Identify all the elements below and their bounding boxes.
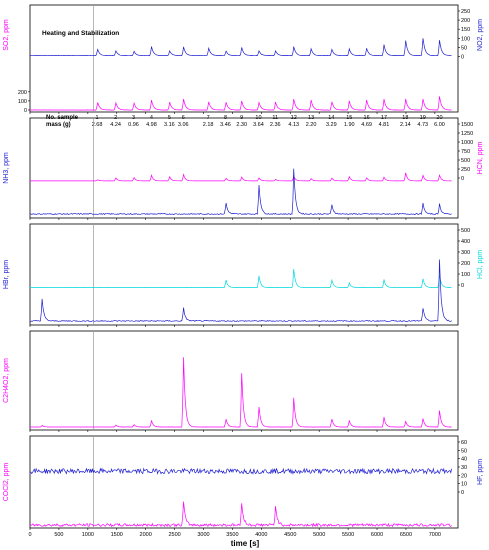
right-tick-label: 0 — [461, 283, 464, 289]
panel-c2h4o2: C2H4O2, ppm — [3, 330, 459, 432]
x-tick-label: 2000 — [140, 532, 152, 538]
left-series-line — [29, 501, 452, 528]
right-tick-label: 250 — [461, 167, 470, 173]
x-tick-label: 2500 — [168, 532, 180, 538]
panel-cocl2-hf: 0 500 1000 1500 2000 2500 3000 3500 4000 4500 5000… — [3, 435, 484, 538]
x-tick-label: 4500 — [284, 532, 296, 538]
sample-mass: 1.90 — [344, 122, 355, 128]
sample-mass: 6.00 — [434, 122, 445, 128]
left-tick-label: 100 — [18, 99, 27, 105]
right-tick-label: 100 — [461, 272, 470, 278]
right-tick-label: 1500 — [461, 122, 473, 128]
right-tick-label: 250 — [461, 9, 470, 15]
right-axis-label: HF, ppm — [477, 459, 484, 485]
right-tick-label: 150 — [461, 27, 470, 33]
plot-frame — [29, 117, 459, 219]
sample-mass: 4.13 — [288, 122, 299, 128]
panel-nh3-hcn: 0 250 500 750 1000 1250 1500 NH3, ppm HCN, ppm — [3, 117, 484, 220]
right-tick-label: 50 — [461, 45, 467, 51]
sample-mass: 2.30 — [236, 122, 247, 128]
right-tick-label: 500 — [461, 228, 470, 234]
sample-mass: 3.16 — [164, 122, 175, 128]
right-tick-label: 30 — [461, 465, 467, 471]
left-axis-label: NH3, ppm — [3, 152, 10, 184]
right-tick-label: 400 — [461, 239, 470, 245]
right-series-line — [29, 269, 452, 288]
right-axis-label: NO2, ppm — [477, 19, 484, 51]
x-tick-label: 7000 — [429, 532, 441, 538]
x-tick-label: 3000 — [197, 532, 209, 538]
plot-frame — [29, 435, 459, 529]
left-series-line — [30, 96, 452, 111]
right-tick-label: 60 — [461, 440, 467, 446]
right-series-line — [30, 38, 452, 57]
panel-hbr-hcl: 0 100 200 300 400 500 HBr, ppm HCl, ppm — [3, 223, 484, 327]
x-tick-label: 500 — [54, 532, 63, 538]
sample-mass: 2.14 — [400, 122, 411, 128]
plot-frame — [29, 330, 459, 431]
x-tick-label: 6500 — [400, 532, 412, 538]
left-tick-label: 0 — [24, 108, 27, 114]
panel-so2-no2: 0 50 100 150 200 250 0 100 200 SO2, ppm NO2, ppm He… — [3, 4, 484, 128]
right-tick-label: 50 — [461, 448, 467, 454]
sample-mass: 4.98 — [146, 122, 157, 128]
right-tick-label: 300 — [461, 250, 470, 256]
right-tick-label: 20 — [461, 473, 467, 479]
right-tick-label: 100 — [461, 36, 470, 42]
x-tick-label: 6000 — [371, 532, 383, 538]
left-series-line — [29, 259, 452, 322]
left-axis-label: C2H4O2, ppm — [3, 358, 10, 403]
sample-mass: 2.36 — [270, 122, 281, 128]
right-tick-label: 0 — [461, 55, 464, 61]
right-tick-label: 1000 — [461, 140, 473, 146]
left-axis-label: SO2, ppm — [3, 19, 10, 51]
x-tick-label: 1500 — [111, 532, 123, 538]
sample-mass: 0.96 — [128, 122, 139, 128]
left-axis-label: COCl2, ppm — [3, 463, 10, 502]
right-series-line — [30, 172, 452, 182]
plot-frame — [29, 4, 459, 113]
right-tick-label: 750 — [461, 149, 470, 155]
left-axis-label: HBr, ppm — [3, 260, 10, 289]
sample-mass: 4.81 — [379, 122, 390, 128]
sample-mass: 3.46 — [220, 122, 231, 128]
right-tick-label: 0 — [461, 176, 464, 182]
heating-annotation: Heating and Stabilization — [42, 30, 119, 37]
x-tick-label: 4000 — [255, 532, 267, 538]
right-series-line — [29, 467, 452, 475]
right-axis-label: HCN, ppm — [477, 142, 484, 175]
left-series-line — [30, 357, 452, 428]
sample-mass: 4.24 — [110, 122, 121, 128]
left-series-line — [30, 168, 452, 216]
right-tick-label: 200 — [461, 261, 470, 267]
sample-mass: 2.18 — [203, 122, 214, 128]
sample-mass: 4.73 — [417, 122, 428, 128]
plot-frame — [29, 223, 459, 326]
sample-mass-label: mass (g) — [46, 122, 71, 128]
sample-mass: 3.64 — [253, 122, 264, 128]
left-tick-label: 200 — [18, 90, 27, 96]
x-tick-label: 1000 — [82, 532, 94, 538]
x-axis-label: time [s] — [231, 539, 260, 548]
sample-mass: 4.69 — [361, 122, 372, 128]
x-tick-label: 5000 — [313, 532, 325, 538]
sample-mass: 3.29 — [326, 122, 337, 128]
x-tick-label: 5500 — [342, 532, 354, 538]
right-tick-label: 40 — [461, 457, 467, 463]
right-tick-label: 500 — [461, 158, 470, 164]
sample-mass: 3.06 — [178, 122, 189, 128]
right-tick-label: 10 — [461, 482, 467, 488]
right-tick-label: 1250 — [461, 131, 473, 137]
x-tick-label: 3500 — [226, 532, 238, 538]
sample-mass: 2.68 — [92, 122, 103, 128]
right-tick-label: 0 — [461, 490, 464, 496]
right-axis-label: HCl, ppm — [477, 250, 484, 279]
x-tick-label: 0 — [28, 532, 31, 538]
sample-mass: 2.20 — [306, 122, 317, 128]
right-tick-label: 200 — [461, 18, 470, 24]
